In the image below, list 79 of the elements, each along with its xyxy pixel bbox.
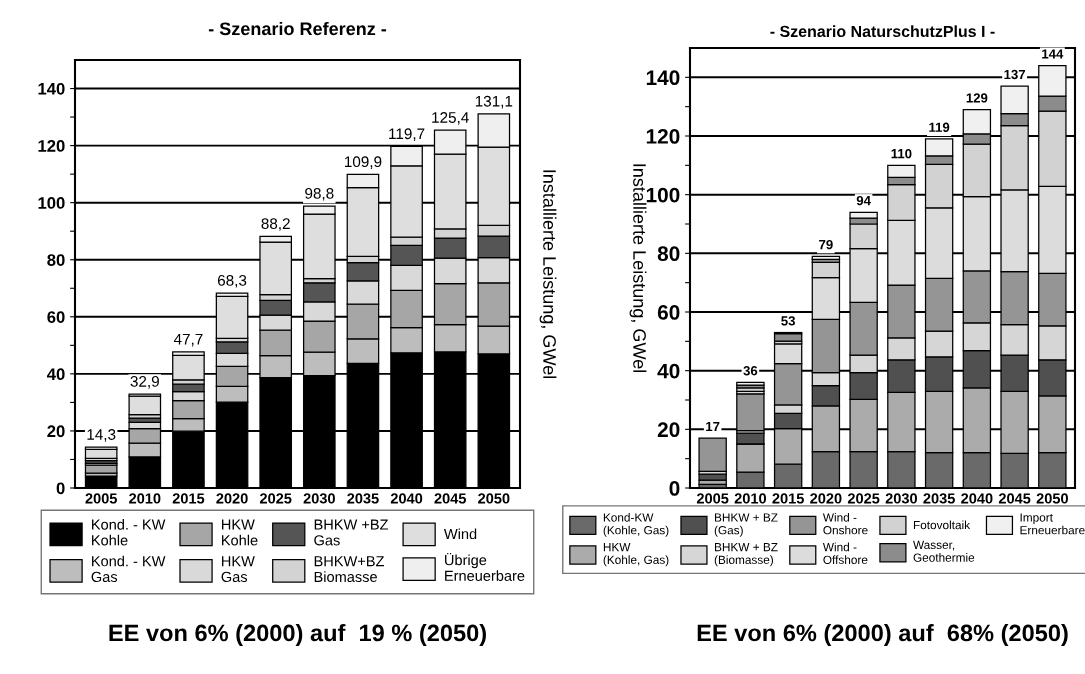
y-tick-label: 0 xyxy=(56,482,65,495)
total-label: 88,2 xyxy=(261,218,290,231)
x-tick-label: 2010 xyxy=(734,493,767,504)
x-tick-label: 2020 xyxy=(216,493,248,504)
legend-label: Kond-KW (Kohle, Gas) xyxy=(603,512,669,537)
legend-label: BHKW + BZ (Biomasse) xyxy=(714,543,778,567)
y-tick-label: 100 xyxy=(38,197,65,209)
y-tick-label: 40 xyxy=(657,363,680,379)
x-tick-label: 2005 xyxy=(696,493,729,504)
x-tick-label: 2050 xyxy=(1036,493,1068,504)
legend-label: Kond. - KW Kohle xyxy=(92,519,166,546)
x-tick-label: 2020 xyxy=(810,493,842,504)
legend-label: Wind xyxy=(443,528,477,540)
total-label: 14,3 xyxy=(87,429,116,442)
x-tick-label: 2025 xyxy=(847,493,880,504)
legend-label: HKW Gas xyxy=(221,556,255,583)
total-label: 137 xyxy=(1004,69,1026,80)
legend-label: Wasser, Geothermie xyxy=(913,540,975,562)
legend-label: Kond. - KW Gas xyxy=(91,555,166,583)
chart-title: - Szenario NaturschutzPlus I - xyxy=(770,25,995,38)
total-label: 68,3 xyxy=(217,275,247,288)
total-label: 110 xyxy=(891,148,912,159)
x-tick-label: 2035 xyxy=(347,493,379,504)
total-label: 98,8 xyxy=(305,187,334,201)
total-label: 36 xyxy=(743,366,758,376)
y-tick-label: 140 xyxy=(38,82,65,95)
x-tick-label: 2045 xyxy=(434,493,467,504)
legend-label: BHKW + BZ (Gas) xyxy=(714,513,778,537)
chart-title: - Szenario Referenz - xyxy=(208,21,387,36)
y-tick-label: 60 xyxy=(657,305,680,320)
total-label: 17 xyxy=(706,421,720,431)
total-label: 129 xyxy=(966,93,988,103)
x-tick-label: 2005 xyxy=(85,493,117,504)
legend-label: Wind - Offshore xyxy=(822,542,868,564)
legend-label: Fotovoltaik xyxy=(913,520,971,530)
y-axis-title: Installierte Leistung, GWel xyxy=(629,164,647,373)
legend-label: BHKW+BZ Biomasse xyxy=(314,556,384,583)
x-tick-label: 2015 xyxy=(772,493,804,504)
total-label: 109,9 xyxy=(344,156,382,169)
total-label: 119,7 xyxy=(389,128,425,141)
total-label: 32,9 xyxy=(130,376,159,389)
y-tick-label: 140 xyxy=(646,70,680,86)
text: EE von 6% (2000) auf 68% (2050) xyxy=(697,623,1068,647)
x-tick-label: 2040 xyxy=(390,493,423,504)
total-label: 125,4 xyxy=(432,112,469,125)
x-tick-label: 2035 xyxy=(923,493,955,504)
total-label: 144 xyxy=(1042,49,1064,59)
legend-label: HKW Kohle xyxy=(222,519,258,546)
x-tick-label: 2050 xyxy=(478,493,510,504)
legend-label: Übrige Erneuerbare xyxy=(445,552,525,581)
legend-label: HKW (Kohle, Gas) xyxy=(603,543,669,567)
x-tick-label: 2010 xyxy=(129,493,161,504)
y-tick-label: 80 xyxy=(657,246,680,262)
x-tick-label: 2040 xyxy=(961,493,993,504)
y-tick-label: 80 xyxy=(47,254,65,266)
y-tick-label: 0 xyxy=(669,481,680,496)
total-label: 79 xyxy=(819,239,833,250)
total-label: 119 xyxy=(929,122,950,132)
total-label: 47,7 xyxy=(173,333,203,347)
x-tick-label: 2025 xyxy=(259,493,292,504)
y-tick-label: 60 xyxy=(47,311,65,323)
legend-label: Wind - Onshore xyxy=(822,512,868,535)
y-tick-label: 20 xyxy=(657,422,680,438)
x-tick-label: 2015 xyxy=(172,493,205,504)
y-tick-label: 40 xyxy=(46,368,65,381)
x-tick-label: 2030 xyxy=(303,493,335,504)
total-label: 94 xyxy=(856,195,871,206)
y-tick-label: 20 xyxy=(47,425,65,438)
total-label: 131,1 xyxy=(475,95,513,109)
y-tick-label: 120 xyxy=(646,129,680,144)
text: EE von 6% (2000) auf 19 % (2050) xyxy=(109,623,486,647)
x-tick-label: 2030 xyxy=(885,493,917,504)
legend-label: Import Erneuerbare xyxy=(1020,513,1085,535)
total-label: 53 xyxy=(781,316,795,326)
x-tick-label: 2045 xyxy=(998,493,1031,504)
y-tick-label: 120 xyxy=(38,140,65,152)
y-tick-label: 100 xyxy=(646,187,680,203)
y-axis-title: Installierte Leistung, GWel xyxy=(539,170,557,379)
legend-label: BHKW +BZ Gas xyxy=(314,519,389,546)
